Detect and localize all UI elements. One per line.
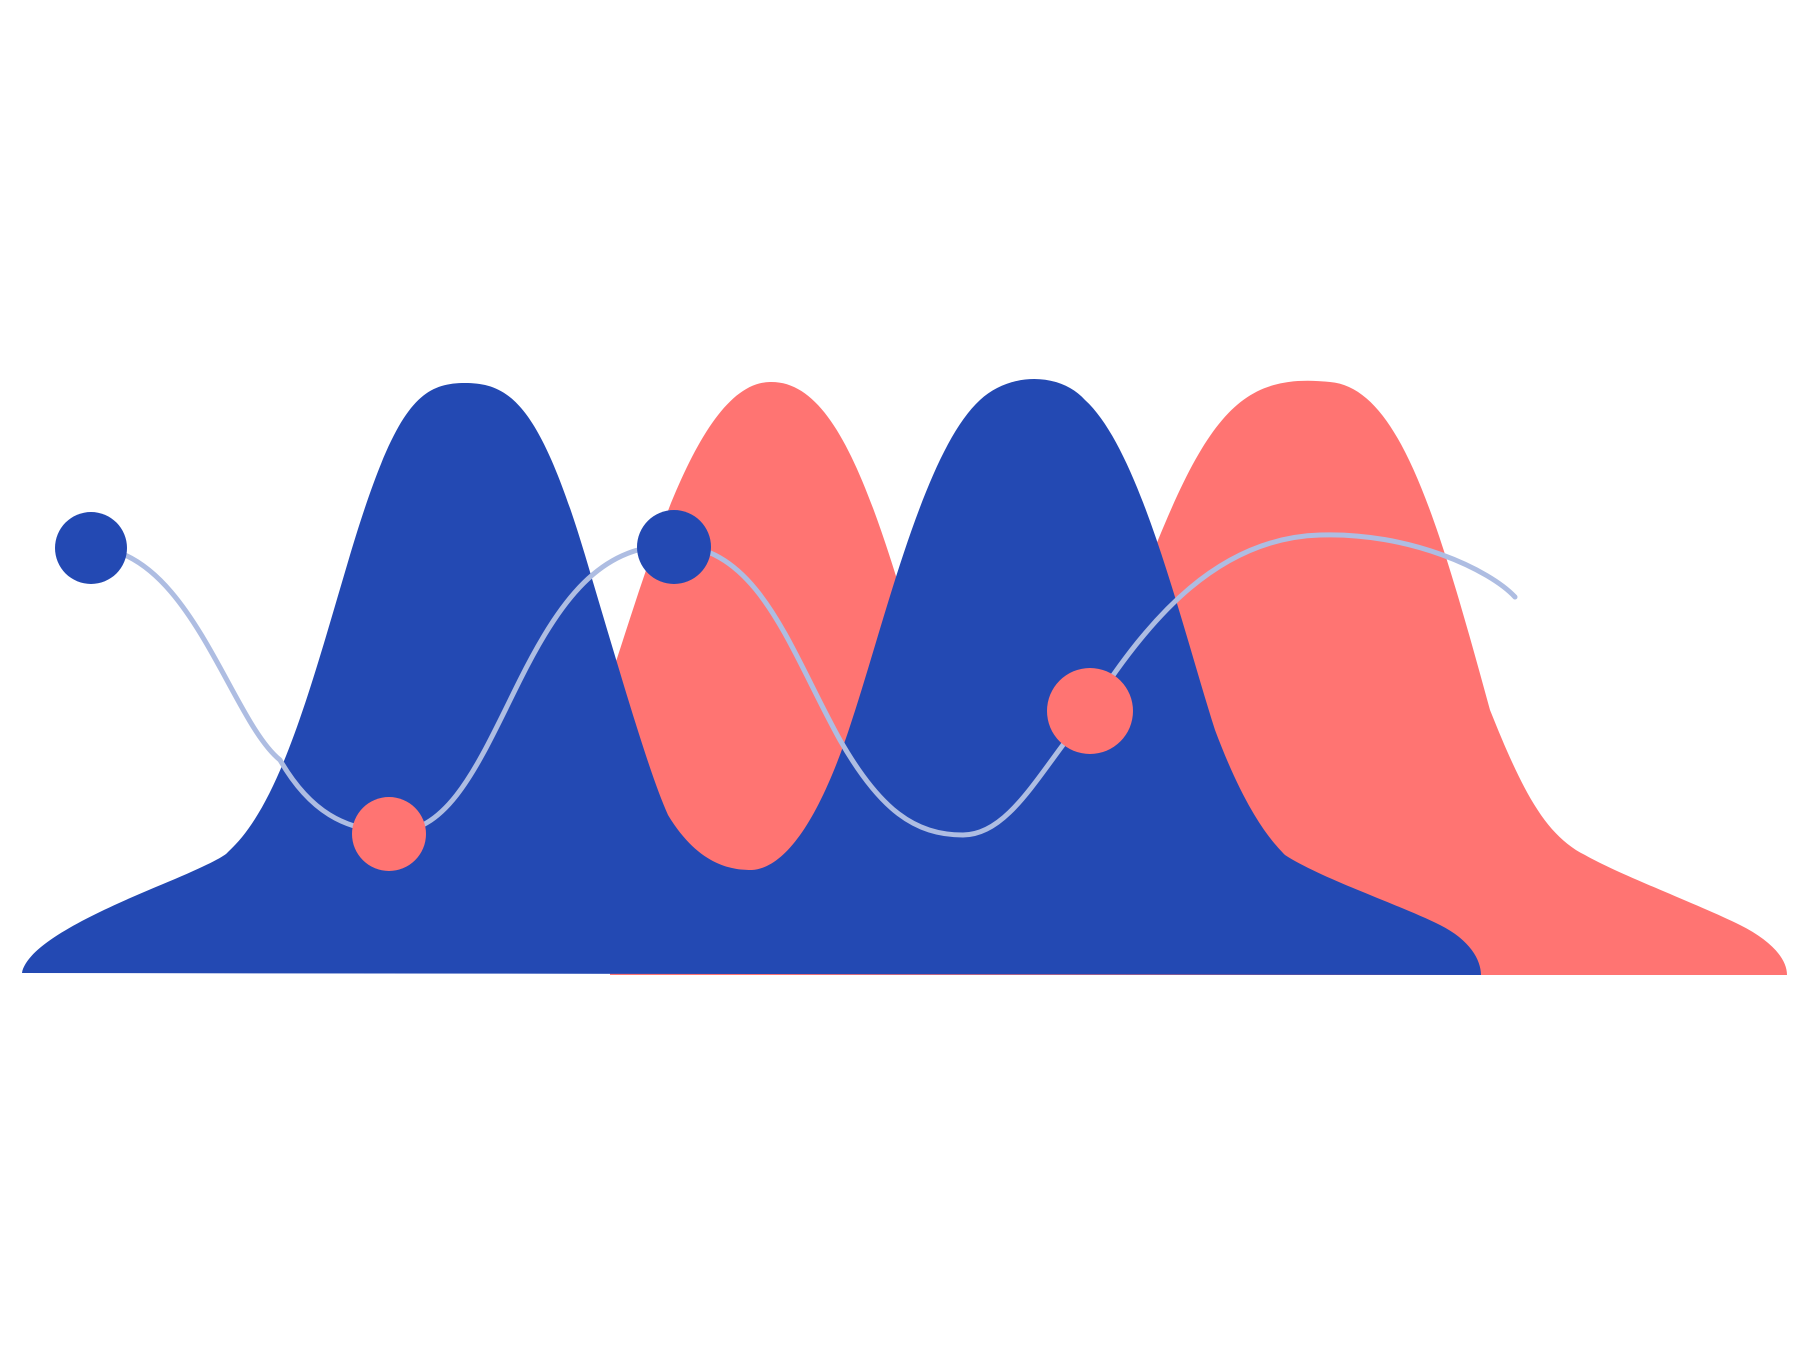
marker-dot-3 (637, 510, 711, 584)
connector-curve (87, 532, 1518, 838)
marker-dot-2 (352, 797, 426, 871)
marker-dot-1 (55, 512, 127, 584)
marker-dot-4 (1047, 668, 1133, 754)
